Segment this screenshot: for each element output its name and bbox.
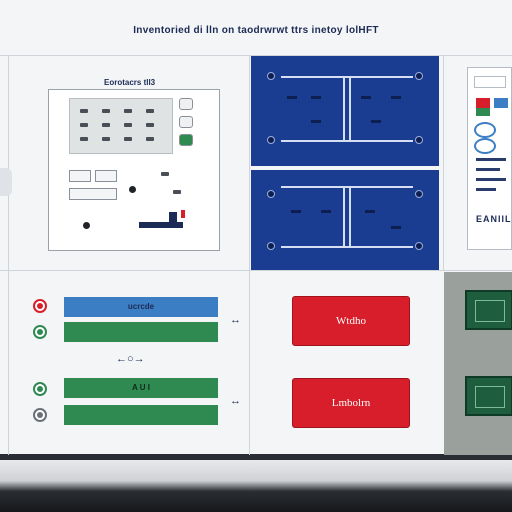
status-bar	[64, 405, 218, 425]
status-dot-icon	[33, 408, 47, 422]
status-bar-label: A U I	[64, 378, 218, 398]
device-slot	[95, 170, 117, 182]
arrow-double-icon: ←○→	[116, 353, 145, 365]
device-plug-icon	[139, 210, 189, 232]
app-screen: Inventoried di lln on taodrwrwt ttrs ine…	[0, 0, 512, 460]
divider	[443, 55, 444, 270]
device-key	[173, 190, 181, 194]
status-bar-label: ucrcde	[64, 297, 218, 317]
doc-footer: EANIIL	[476, 214, 512, 224]
page-title: Inventoried di lln on taodrwrwt ttrs ine…	[133, 25, 379, 36]
device-panel	[48, 89, 220, 251]
arrow-double-icon: ↔	[230, 314, 241, 326]
divider	[0, 270, 512, 271]
action-button-top[interactable]: Wtdho	[292, 296, 410, 346]
divider	[0, 55, 512, 56]
blue-panel-top	[251, 56, 439, 166]
device-button[interactable]	[179, 134, 193, 146]
status-dot-icon	[33, 299, 47, 313]
keypad-display	[69, 98, 173, 154]
device-slot	[69, 170, 91, 182]
blue-panel-bottom	[251, 170, 439, 270]
green-tile[interactable]	[465, 290, 512, 330]
green-tile[interactable]	[465, 376, 512, 416]
status-dot-icon	[83, 222, 90, 229]
device-slot	[69, 188, 117, 200]
action-button-bottom[interactable]: Lmbolrn	[292, 378, 410, 428]
chevron-left-icon[interactable]	[0, 168, 12, 196]
device-key	[161, 172, 169, 176]
status-dot-icon	[33, 325, 47, 339]
divider	[8, 55, 9, 455]
device-title: Eorotacrs tll3	[104, 78, 156, 87]
device-button[interactable]	[179, 116, 193, 128]
status-bar	[64, 322, 218, 342]
arrow-double-icon: ↔	[230, 395, 241, 407]
monitor-bezel	[0, 460, 512, 512]
device-button[interactable]	[179, 98, 193, 110]
status-dot-icon	[129, 186, 136, 193]
status-dot-icon	[33, 382, 47, 396]
document-preview: EANIIL	[467, 67, 512, 250]
divider	[249, 55, 250, 455]
